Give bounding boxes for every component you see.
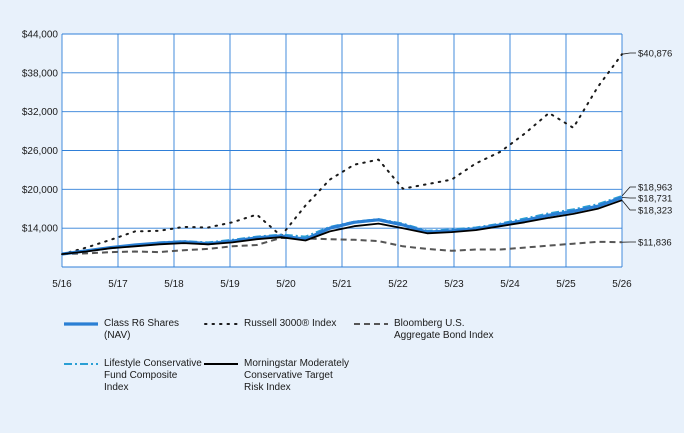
x-tick-label: 5/23 (444, 279, 464, 290)
legend-swatch (64, 363, 98, 365)
end-value-labels: $18,731 $40,876 $11,836 $18,963 $18,323 (621, 49, 672, 249)
legend-swatch (204, 363, 238, 365)
x-tick-label: 5/18 (164, 279, 184, 290)
y-tick-label: $44,000 (22, 30, 59, 41)
x-tick-label: 5/26 (612, 279, 632, 290)
x-tick-label: 5/16 (52, 279, 72, 290)
legend-item-lifestyle-composite: Lifestyle Conservative Fund Composite In… (64, 358, 202, 394)
legend-swatch (204, 323, 238, 325)
x-axis-ticks: 5/16 5/17 5/18 5/19 5/20 5/21 5/22 5/23 5/24 5/25… (52, 279, 632, 290)
legend-label: Class R6 Shares (NAV) (104, 318, 180, 341)
end-value-label: $18,963 (638, 183, 672, 194)
end-value-label: $18,731 (638, 194, 672, 205)
end-value-label: $11,836 (638, 238, 672, 249)
y-tick-label: $20,000 (22, 185, 59, 196)
legend-label: Bloomberg U.S. Aggregate Bond Index (394, 318, 494, 341)
legend-item-class-r6: Class R6 Shares (NAV) (64, 318, 194, 342)
legend-label: Morningstar Moderately Conservative Targ… (244, 358, 350, 393)
y-tick-label: $38,000 (22, 68, 59, 79)
end-label-leader (621, 197, 636, 199)
x-tick-label: 5/20 (276, 279, 296, 290)
end-label-leader (621, 199, 636, 211)
legend-label: Russell 3000® Index (244, 318, 337, 329)
legend-label: Lifestyle Conservative Fund Composite In… (104, 358, 202, 393)
series-line-2 (61, 236, 623, 256)
x-tick-label: 5/24 (500, 279, 520, 290)
x-tick-label: 5/22 (388, 279, 408, 290)
legend-swatch (354, 323, 388, 325)
y-axis-ticks: $14,000 $20,000 $26,000 $32,000 $38,000 $44,0… (22, 30, 59, 235)
end-value-label: $18,323 (638, 206, 672, 217)
x-tick-label: 5/17 (108, 279, 128, 290)
gridlines (61, 33, 623, 268)
legend-swatch (64, 322, 98, 326)
legend-item-bloomberg-aggregate: Bloomberg U.S. Aggregate Bond Index (354, 318, 504, 342)
end-label-leader (621, 186, 636, 197)
y-tick-label: $14,000 (22, 224, 59, 235)
end-label-leader (621, 52, 636, 55)
x-tick-label: 5/19 (220, 279, 240, 290)
y-tick-label: $26,000 (22, 146, 59, 157)
legend: Class R6 Shares (NAV) Russell 3000® Inde… (64, 318, 624, 428)
series-line-1 (61, 53, 623, 256)
x-tick-label: 5/25 (556, 279, 576, 290)
legend-item-morningstar-target-risk: Morningstar Moderately Conservative Targ… (204, 358, 354, 394)
series-line-4 (61, 199, 623, 255)
series-line-0 (61, 195, 623, 256)
y-tick-label: $32,000 (22, 107, 59, 118)
legend-item-russell-3000: Russell 3000® Index (204, 318, 336, 330)
x-tick-label: 5/21 (332, 279, 352, 290)
end-value-label: $40,876 (638, 49, 672, 60)
series-lines (61, 53, 623, 256)
